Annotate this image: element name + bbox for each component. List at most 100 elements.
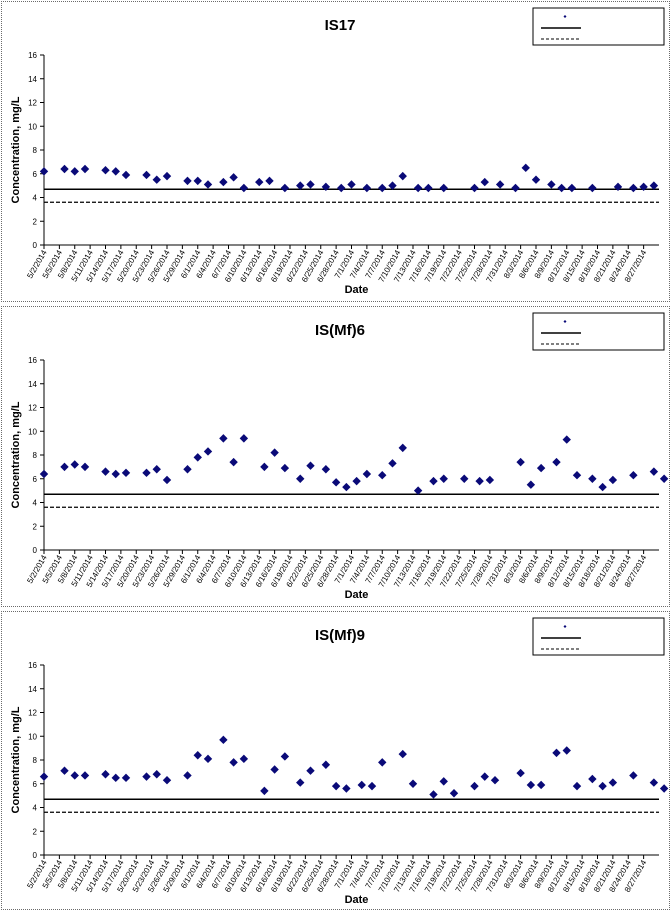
data-point xyxy=(526,480,536,489)
y-tick-label: 0 xyxy=(33,851,38,860)
legend-marker xyxy=(563,320,567,323)
data-point xyxy=(193,176,202,186)
data-point xyxy=(239,183,249,193)
data-point xyxy=(562,435,571,444)
chart-title: IS17 xyxy=(325,17,356,34)
data-point xyxy=(280,463,290,473)
data-point xyxy=(183,465,192,474)
y-tick-label: 14 xyxy=(28,75,37,84)
y-tick-label: 12 xyxy=(28,709,37,718)
data-point xyxy=(659,474,669,483)
data-point xyxy=(280,752,290,761)
data-point xyxy=(162,775,172,785)
data-point xyxy=(142,772,151,781)
data-point xyxy=(526,780,536,790)
data-point xyxy=(439,474,448,483)
chart-panel-3: IS(Mf)9 0 2 4 6 8 10 12 14 16 Concentration, mg/L 5… xyxy=(1,611,670,910)
data-point xyxy=(588,183,597,193)
data-point xyxy=(193,751,202,760)
data-point xyxy=(495,180,505,189)
legend-box xyxy=(532,617,665,656)
data-point xyxy=(413,183,423,193)
data-point xyxy=(536,780,546,790)
x-axis-label: Date xyxy=(345,589,369,601)
data-point xyxy=(321,760,331,769)
data-point xyxy=(270,765,279,774)
y-tick-label: 14 xyxy=(28,685,37,694)
data-point xyxy=(101,467,110,476)
data-point xyxy=(362,469,372,479)
data-point xyxy=(413,486,423,495)
data-point xyxy=(321,465,331,474)
data-point xyxy=(629,183,638,193)
data-point xyxy=(639,182,648,192)
data-point xyxy=(121,170,131,180)
data-point xyxy=(80,462,90,472)
data-point xyxy=(101,770,110,779)
data-point xyxy=(572,470,582,480)
data-point xyxy=(101,165,110,175)
data-point xyxy=(203,754,213,764)
data-point xyxy=(378,470,387,480)
data-point xyxy=(152,175,161,184)
data-point xyxy=(608,475,618,485)
data-point xyxy=(152,465,161,474)
y-tick-label: 16 xyxy=(28,661,37,670)
data-point xyxy=(429,790,438,799)
data-point xyxy=(449,789,459,798)
data-point xyxy=(219,434,228,443)
y-tick-label: 2 xyxy=(33,522,38,531)
data-point xyxy=(331,478,341,487)
data-point xyxy=(219,735,228,745)
data-point xyxy=(39,167,49,176)
data-point xyxy=(255,177,264,187)
data-point xyxy=(388,459,397,468)
data-point xyxy=(183,176,192,186)
legend-box xyxy=(532,7,665,46)
y-tick-label: 6 xyxy=(33,475,38,484)
data-point xyxy=(296,181,305,190)
data-point xyxy=(485,475,495,485)
data-point xyxy=(470,781,479,791)
data-point xyxy=(475,476,484,486)
y-tick-label: 6 xyxy=(33,780,38,789)
y-tick-label: 0 xyxy=(33,241,38,250)
y-tick-label: 12 xyxy=(28,99,37,108)
data-point xyxy=(70,167,79,176)
data-point xyxy=(39,469,49,479)
y-axis-label: Concentration, mg/L xyxy=(10,401,22,508)
y-tick-label: 16 xyxy=(28,51,37,60)
data-point xyxy=(378,183,387,193)
data-point xyxy=(516,768,525,778)
data-point xyxy=(342,482,351,492)
legend-box xyxy=(532,312,665,351)
data-point xyxy=(306,766,315,775)
data-point xyxy=(552,748,561,758)
x-axis-label: Date xyxy=(345,894,369,906)
data-point xyxy=(562,746,571,755)
y-tick-label: 16 xyxy=(28,356,37,365)
data-point xyxy=(203,447,213,456)
data-point xyxy=(536,463,546,473)
data-point xyxy=(649,467,659,476)
data-point xyxy=(357,780,366,790)
y-tick-label: 12 xyxy=(28,404,37,413)
data-point xyxy=(39,772,49,781)
data-point xyxy=(511,183,520,193)
data-point xyxy=(572,781,582,791)
data-point xyxy=(296,778,305,787)
data-point xyxy=(193,453,202,462)
data-point xyxy=(229,758,238,767)
y-tick-label: 0 xyxy=(33,546,38,555)
data-point xyxy=(557,183,566,193)
y-tick-label: 4 xyxy=(33,194,38,203)
data-point xyxy=(613,182,623,192)
data-point xyxy=(142,468,151,478)
data-point xyxy=(429,476,438,486)
data-point xyxy=(70,460,79,469)
data-point xyxy=(121,468,131,478)
data-point xyxy=(70,771,79,780)
data-point xyxy=(321,182,331,192)
x-axis-label: Date xyxy=(345,284,369,296)
data-point xyxy=(547,180,556,189)
